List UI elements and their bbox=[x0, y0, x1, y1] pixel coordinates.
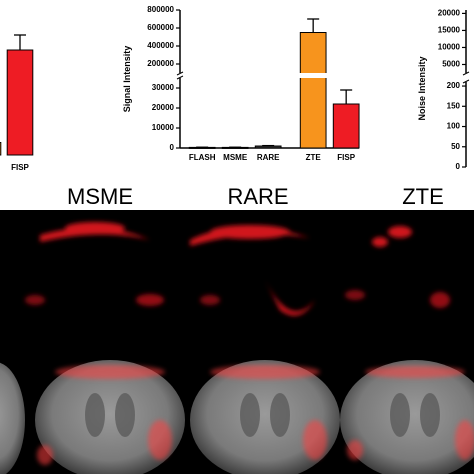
y-tick-label: 10000 bbox=[438, 43, 461, 52]
bar bbox=[299, 32, 327, 149]
panel-label: MSME bbox=[67, 184, 133, 209]
y-tick-label: 30000 bbox=[152, 83, 175, 92]
axis-break bbox=[462, 71, 470, 76]
y-axis-label: Signal Intensity bbox=[122, 46, 132, 113]
y-axis-label: Noise Intensity bbox=[417, 56, 427, 120]
y-tick-label: 100 bbox=[447, 122, 461, 131]
bar bbox=[6, 49, 34, 156]
y-tick-label: 10000 bbox=[152, 123, 175, 132]
y-tick-label: 0 bbox=[456, 162, 461, 171]
bar bbox=[332, 103, 360, 149]
y-tick-label: 150 bbox=[447, 101, 461, 110]
y-tick-label: 600000 bbox=[147, 23, 174, 32]
panel-label: ZTE bbox=[402, 184, 444, 209]
x-tick-label: FLASH bbox=[189, 153, 216, 162]
y-tick-label: 20000 bbox=[438, 9, 461, 18]
y-tick-label: 800000 bbox=[147, 5, 174, 14]
axis-break bbox=[176, 75, 184, 80]
y-tick-label: 200000 bbox=[147, 59, 174, 68]
y-tick-label: 0 bbox=[170, 143, 175, 152]
x-tick-label: ZTE bbox=[306, 153, 322, 162]
bar bbox=[0, 142, 2, 156]
bar bbox=[254, 145, 282, 149]
bar bbox=[188, 146, 216, 149]
axis-break bbox=[176, 71, 184, 76]
bar-break bbox=[298, 73, 329, 78]
y-tick-label: 20000 bbox=[152, 103, 175, 112]
x-tick-label: RARE bbox=[257, 153, 280, 162]
y-tick-label: 200 bbox=[447, 81, 461, 90]
mri-slices bbox=[0, 360, 474, 474]
axis-break bbox=[462, 79, 470, 84]
x-tick-label: FISP bbox=[11, 163, 29, 172]
y-tick-label: 5000 bbox=[442, 60, 460, 69]
y-tick-label: 400000 bbox=[147, 41, 174, 50]
x-tick-label: FISP bbox=[337, 153, 355, 162]
red-signal bbox=[25, 222, 450, 316]
bar bbox=[221, 146, 249, 149]
y-tick-label: 50 bbox=[451, 142, 460, 151]
y-tick-label: 15000 bbox=[438, 26, 461, 35]
panel-label: RARE bbox=[227, 184, 288, 209]
x-tick-label: MSME bbox=[223, 153, 248, 162]
